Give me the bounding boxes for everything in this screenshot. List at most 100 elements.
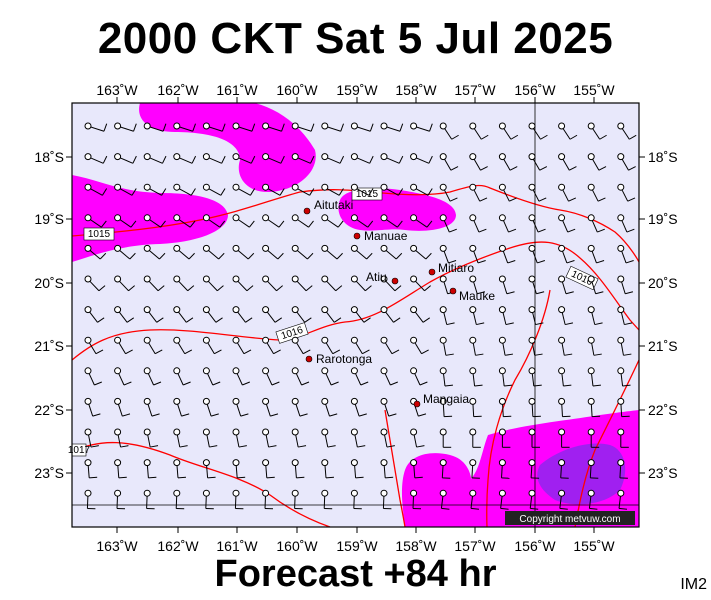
wind-barb-station [528, 489, 536, 497]
wind-barb-station [173, 153, 181, 161]
place-label: Mangaia [423, 392, 469, 406]
wind-barb-station [321, 153, 329, 161]
wind-barb-shaft [207, 280, 218, 292]
wind-barb-shaft [531, 404, 534, 417]
wind-barb-feather [386, 445, 395, 448]
wind-barb-station [587, 489, 595, 497]
lon-label: 162˚W [157, 82, 199, 98]
wind-barb-feather [95, 349, 104, 355]
wind-barb-shaft [559, 496, 562, 509]
wind-barb-feather [427, 188, 433, 196]
wind-barb-shaft [473, 189, 481, 202]
wind-barb-feather [305, 285, 313, 292]
wind-barb-feather [90, 445, 99, 448]
wind-barb-feather [476, 322, 485, 326]
wind-barb-shaft [620, 343, 624, 356]
wind-barb-station [232, 367, 240, 375]
wind-barb-station [321, 306, 329, 314]
wind-barb-station [439, 336, 447, 344]
wind-barb-station [291, 367, 299, 375]
wind-barb-shaft [117, 404, 123, 417]
map-code: IM2 [680, 576, 707, 593]
wind-barb-shaft [179, 126, 193, 132]
lon-label: 160˚W [276, 82, 318, 98]
wind-barb-station [173, 183, 181, 191]
wind-barb-feather [451, 134, 459, 140]
wind-barb-station [617, 336, 625, 344]
wind-barb-station [232, 244, 240, 252]
wind-barb-station [528, 275, 536, 283]
wind-barb-station [498, 306, 506, 314]
wind-barb-shaft [207, 311, 217, 323]
wind-barb-station [262, 306, 270, 314]
wind-barb-station [291, 275, 299, 283]
wind-barb-feather [449, 197, 458, 202]
places: Aitutaki Manuae Atiu Mitiaro Mauke Rarot… [303, 198, 495, 408]
wind-barb-feather [448, 260, 457, 264]
wind-barb-shaft [326, 311, 335, 323]
rain-area-northwest [139, 103, 316, 193]
wind-barb-shaft [325, 342, 334, 354]
wind-barb-shaft [470, 496, 473, 509]
wind-barb-shaft [90, 219, 102, 228]
wind-barb-station [291, 336, 299, 344]
wind-barb-feather [504, 384, 513, 387]
wind-barb-station [143, 306, 151, 314]
place-label: Aitutaki [314, 198, 353, 212]
wind-barb-feather [250, 155, 256, 164]
wind-barb-station [114, 275, 122, 283]
wind-barb-shaft [532, 159, 541, 171]
wind-barb-station [350, 275, 358, 283]
place-label: Rarotonga [316, 352, 372, 366]
wind-barb-shaft [472, 373, 476, 387]
isobar-label: 1017 [68, 445, 91, 456]
wind-barb-shaft [443, 251, 449, 264]
wind-barb-station [202, 214, 210, 222]
wind-barb-feather [219, 220, 226, 228]
wind-barb-feather [479, 197, 488, 202]
wind-barb-feather [209, 445, 218, 448]
wind-barb-feather [212, 381, 221, 386]
wind-barb-feather [240, 413, 249, 417]
lon-labels-top: 163˚W 162˚W 161˚W 160˚W 159˚W 158˚W 157˚… [96, 82, 615, 98]
wind-barb-feather [398, 155, 404, 164]
wind-barb-feather [355, 476, 364, 479]
wind-barb-shaft [266, 342, 275, 354]
wind-barb-shaft [503, 128, 512, 140]
wind-barb-station [114, 153, 122, 161]
wind-barb-feather [309, 188, 315, 196]
wind-barb-station [617, 428, 625, 436]
wind-barb-feather [399, 123, 404, 132]
wind-barb-shaft [591, 281, 597, 294]
wind-barb-feather [266, 476, 275, 479]
wind-barb-station [143, 275, 151, 283]
lon-label: 157˚W [454, 538, 496, 554]
wind-barb-station [202, 183, 210, 191]
lon-label: 159˚W [336, 82, 378, 98]
wind-barb-feather [301, 381, 310, 386]
wind-barb-shaft [209, 126, 223, 132]
wind-barb-shaft [354, 404, 360, 417]
wind-barb-shaft [120, 157, 134, 164]
wind-barb-feather [568, 197, 577, 202]
isobar-south-center [384, 409, 406, 528]
lat-label: 23˚S [648, 465, 678, 481]
wind-barb-feather [450, 166, 459, 171]
wind-barb-feather [565, 291, 574, 295]
wind-barb-shaft [621, 251, 627, 264]
wind-barb-station [321, 336, 329, 344]
wind-barb-station [410, 336, 418, 344]
wind-barb-feather [191, 155, 197, 164]
wind-barb-shaft [297, 250, 308, 260]
wind-barb-shaft [357, 126, 371, 132]
wind-barb-station [528, 122, 536, 130]
wind-barb-shaft [325, 404, 330, 417]
wind-barb-station [469, 459, 477, 467]
wind-barb-shaft [88, 342, 97, 354]
wind-barb-shaft [444, 159, 452, 171]
wind-barb-feather [397, 220, 403, 228]
wind-barb-feather [98, 285, 106, 292]
wind-barb-feather [276, 285, 283, 292]
lat-label: 21˚S [34, 338, 64, 354]
wind-barb-station [84, 183, 92, 191]
